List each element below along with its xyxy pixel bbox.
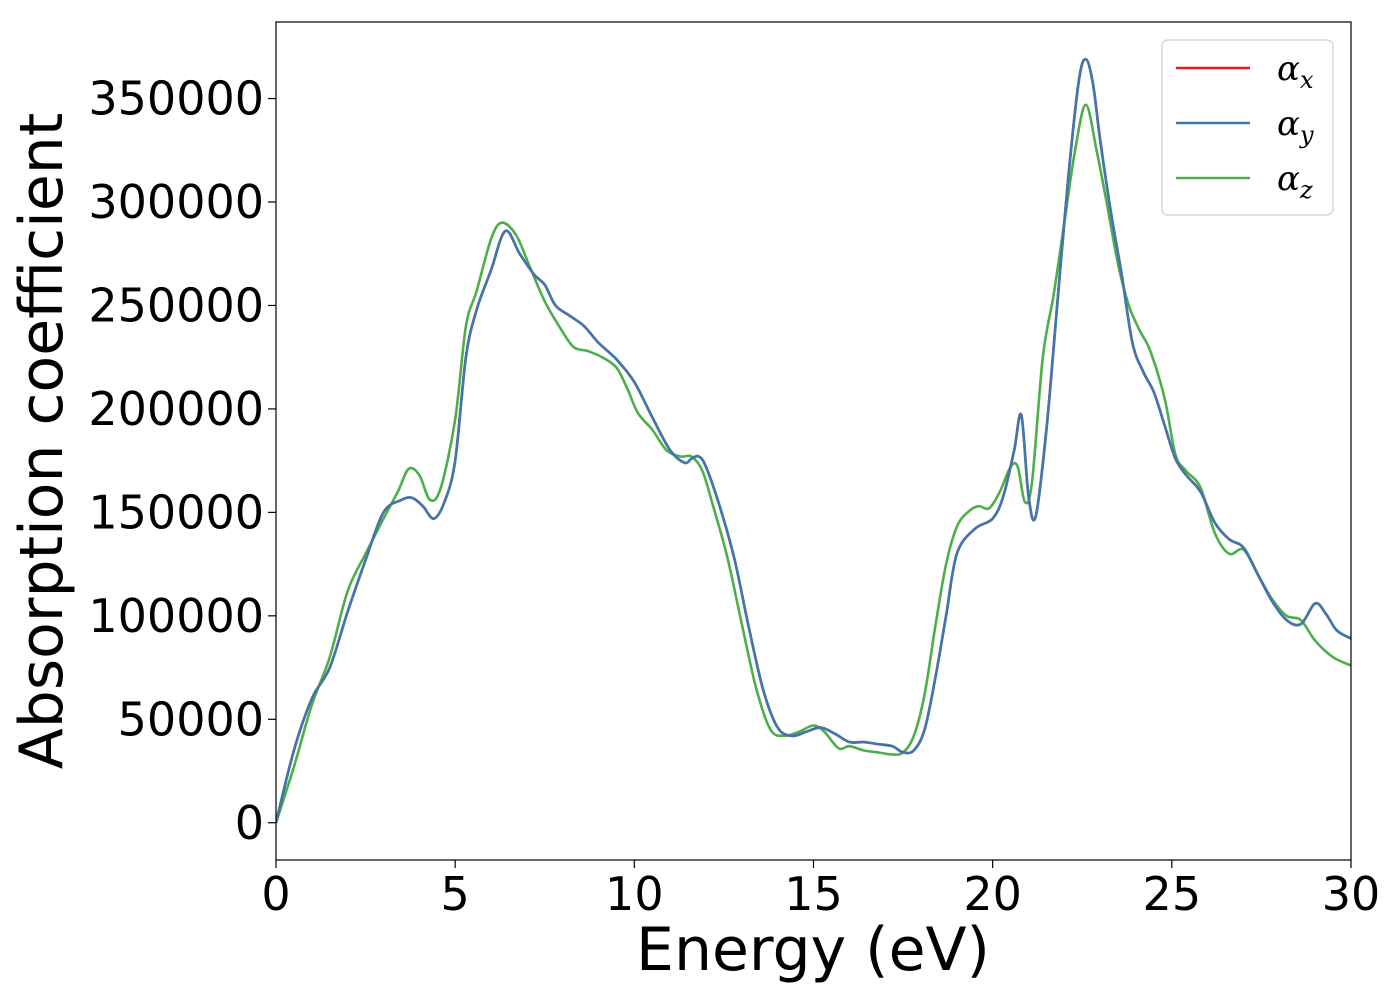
legend-label-y: αy bbox=[1277, 104, 1314, 149]
y-tick-label: 50000 bbox=[118, 692, 264, 746]
x-tick-label: 15 bbox=[784, 867, 843, 921]
x-tick-label: 20 bbox=[963, 867, 1022, 921]
x-axis: 0 5 10 15 20 25 30 bbox=[261, 860, 1380, 921]
y-tick-label: 250000 bbox=[88, 278, 264, 332]
series-line-y bbox=[276, 57, 1351, 824]
y-tick-label: 200000 bbox=[88, 382, 264, 436]
legend-label-z: αz bbox=[1277, 159, 1313, 204]
series-layer bbox=[276, 57, 1351, 824]
y-axis-title: Absorption coefficient bbox=[7, 113, 77, 770]
legend: αx αy αz bbox=[1161, 39, 1334, 216]
legend-label-x: αx bbox=[1277, 49, 1314, 94]
series-line-z bbox=[276, 103, 1351, 824]
y-tick-label: 150000 bbox=[88, 485, 264, 539]
y-axis: 0 50000 100000 150000 200000 250000 300000 3500… bbox=[88, 72, 276, 850]
x-tick-label: 0 bbox=[261, 867, 290, 921]
x-tick-label: 10 bbox=[605, 867, 664, 921]
x-tick-label: 30 bbox=[1322, 867, 1381, 921]
x-tick-label: 25 bbox=[1143, 867, 1202, 921]
y-tick-label: 350000 bbox=[88, 72, 264, 126]
x-axis-title: Energy (eV) bbox=[636, 915, 990, 985]
legend-box bbox=[1161, 39, 1334, 216]
x-tick-label: 5 bbox=[441, 867, 470, 921]
y-tick-label: 100000 bbox=[88, 589, 264, 643]
y-tick-label: 300000 bbox=[88, 175, 264, 229]
y-tick-label: 0 bbox=[235, 796, 264, 850]
